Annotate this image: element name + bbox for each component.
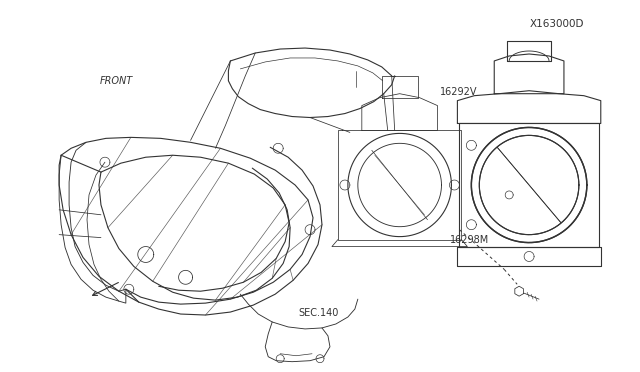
- Text: 16292V: 16292V: [440, 87, 477, 97]
- Text: FRONT: FRONT: [100, 76, 133, 86]
- Text: 16298M: 16298M: [450, 234, 490, 244]
- Text: X163000D: X163000D: [530, 19, 584, 29]
- Text: SEC.140: SEC.140: [298, 308, 339, 318]
- Polygon shape: [460, 124, 599, 247]
